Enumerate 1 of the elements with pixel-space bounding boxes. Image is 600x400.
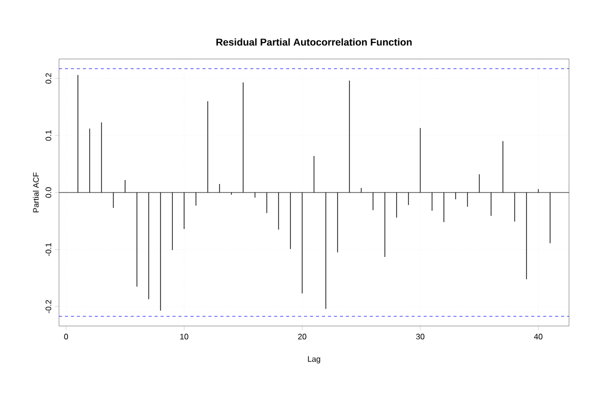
chart-title: Residual Partial Autocorrelation Function [216, 38, 412, 46]
